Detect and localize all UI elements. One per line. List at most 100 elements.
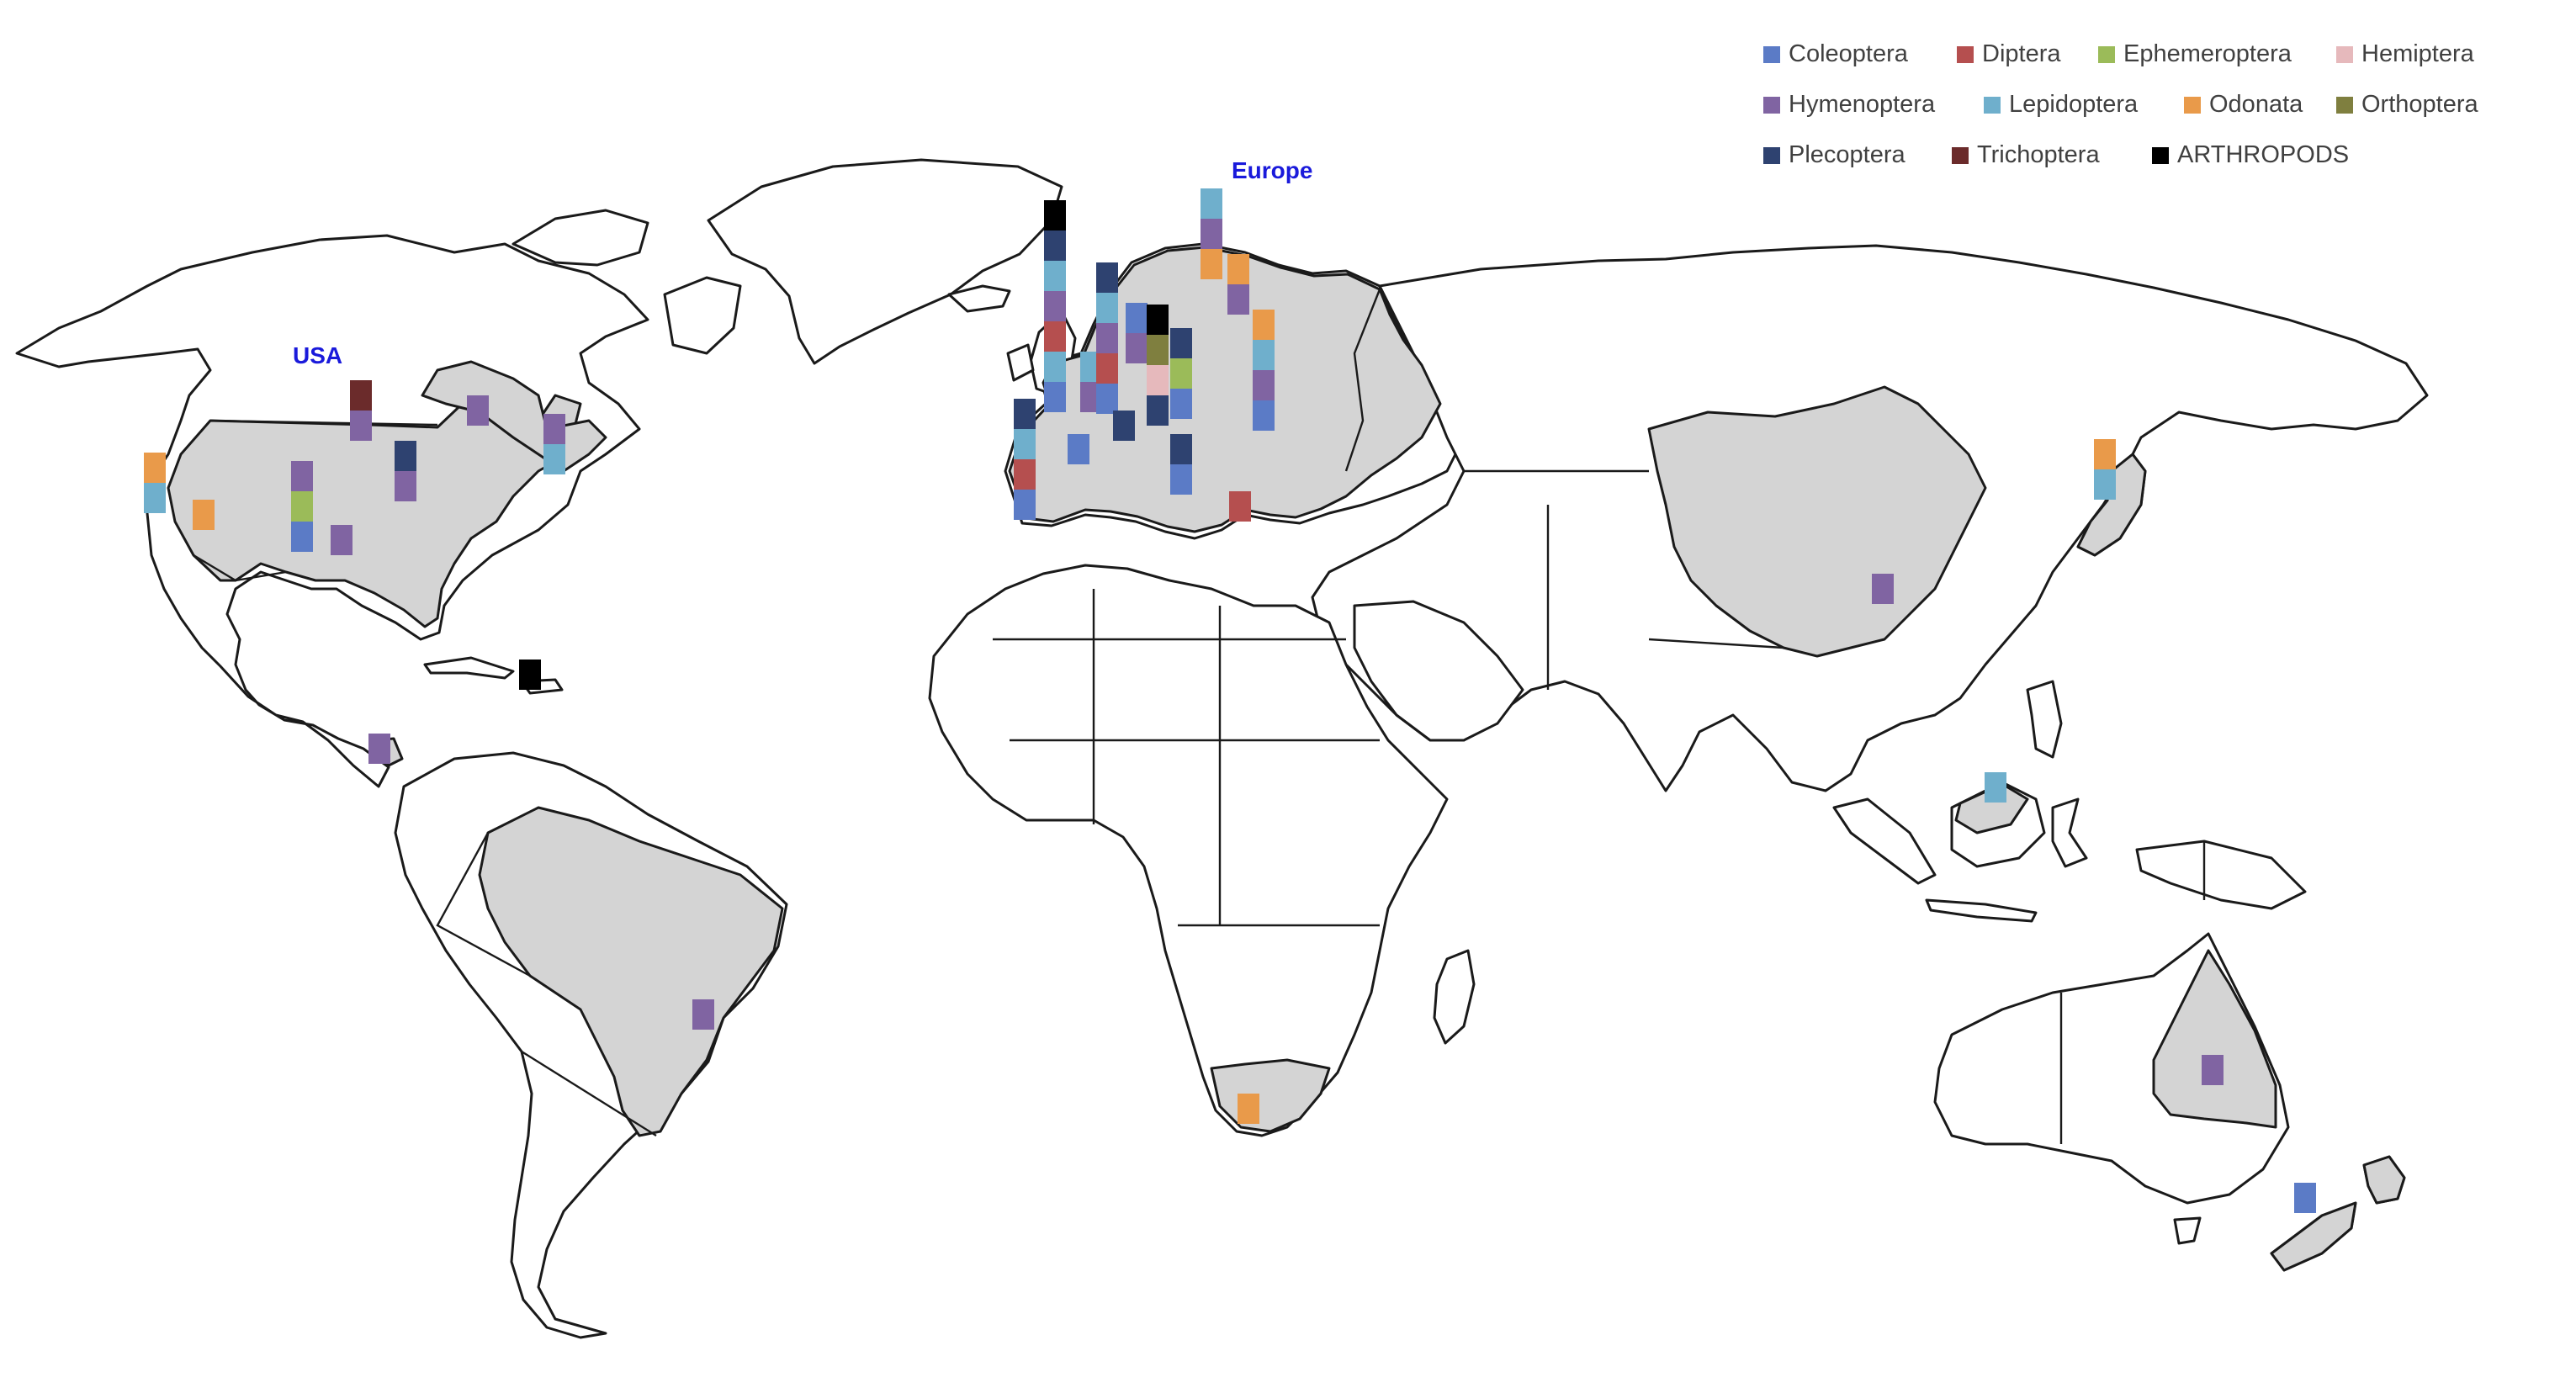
south-america-border-1 — [436, 832, 531, 977]
usa-label: USA — [293, 342, 342, 368]
asia-border-3 — [1648, 638, 1784, 649]
bar-segment-odonata — [2094, 439, 2116, 469]
bar-segment-plecoptera — [395, 441, 416, 471]
europe-russia-border — [1344, 289, 1381, 472]
australia-queensland-region — [2152, 949, 2277, 1129]
bar-caribbean — [519, 660, 541, 690]
south-america-border-2 — [521, 1050, 657, 1137]
bar-segment-plecoptera — [1170, 434, 1192, 464]
legend-item-coleoptera: Coleoptera — [1763, 40, 1908, 68]
bar-segment-coleoptera — [1253, 400, 1275, 431]
bar-segment-odonata — [1201, 249, 1222, 279]
bar-france-south — [1068, 434, 1089, 464]
bar-segment-hymenoptera — [692, 999, 714, 1030]
legend-swatch — [2152, 146, 2169, 164]
legend-swatch — [1763, 146, 1780, 164]
sulawesi-shape — [2051, 797, 2088, 868]
bar-segment-plecoptera — [1044, 230, 1066, 261]
bar-segment-plecoptera — [1113, 411, 1135, 441]
new-zealand-region — [2270, 1201, 2357, 1272]
bar-scandinavia — [1170, 328, 1192, 419]
bar-segment-coleoptera — [291, 522, 313, 552]
legend-label: Lepidoptera — [2009, 91, 2139, 118]
bar-borneo — [1985, 772, 2006, 803]
legend-label: Coleoptera — [1789, 40, 1908, 67]
bar-segment-ephemeroptera — [291, 491, 313, 522]
bar-australia — [2202, 1055, 2224, 1085]
usa-mexico-border — [193, 554, 287, 582]
legend-swatch — [2336, 96, 2353, 114]
bar-segment-lepidoptera — [144, 483, 166, 513]
sumatra-shape — [1832, 797, 1937, 885]
bar-segment-arthropods — [519, 660, 541, 690]
cuba-shape — [423, 656, 515, 680]
japan-region — [2076, 453, 2147, 557]
legend-item-odonata: Odonata — [2184, 91, 2303, 119]
bar-usa-plains — [331, 525, 352, 555]
legend-swatch — [2336, 45, 2353, 63]
bar-segment-plecoptera — [1170, 328, 1192, 358]
bar-new-zealand — [2294, 1183, 2316, 1213]
bar-segment-lepidoptera — [1985, 772, 2006, 803]
bar-segment-lepidoptera — [1044, 352, 1066, 382]
bar-canada-quebec — [467, 395, 489, 426]
country-borders — [193, 289, 2206, 1144]
usa-canada-border — [209, 419, 438, 426]
bar-usa-west — [144, 453, 166, 513]
bar-canada-maritimes — [543, 414, 565, 474]
bar-segment-lepidoptera — [1014, 429, 1036, 459]
legend-swatch — [1763, 96, 1780, 114]
brazil-region — [478, 806, 784, 1137]
bar-segment-hymenoptera — [1201, 219, 1222, 249]
legend-swatch — [2184, 96, 2201, 114]
legend-item-arthropods: ARTHROPODS — [2152, 141, 2349, 169]
europe-label: Europe — [1232, 157, 1312, 183]
bar-segment-ephemeroptera — [1170, 358, 1192, 389]
bar-segment-lepidoptera — [543, 444, 565, 474]
legend-label: Trichoptera — [1977, 141, 2100, 168]
legend-item-trichoptera: Trichoptera — [1952, 141, 2100, 169]
bar-japan — [2094, 439, 2116, 500]
bar-segment-hymenoptera — [467, 395, 489, 426]
bar-segment-plecoptera — [1147, 395, 1169, 426]
bar-segment-hymenoptera — [350, 411, 372, 441]
arabia-shape — [1353, 600, 1524, 742]
legend-swatch — [1952, 146, 1969, 164]
philippines-shape — [2026, 680, 2063, 759]
legend-swatch — [2098, 45, 2115, 63]
bar-segment-hymenoptera — [543, 414, 565, 444]
java-shape — [1925, 898, 2038, 923]
bar-segment-lepidoptera — [1253, 340, 1275, 370]
legend-label: Diptera — [1982, 40, 2061, 67]
bar-denmark — [1126, 303, 1148, 363]
bar-usa-north — [350, 380, 372, 441]
bar-segment-odonata — [1227, 254, 1249, 284]
bar-segment-coleoptera — [1014, 490, 1036, 520]
legend-item-ephemeroptera: Ephemeroptera — [2098, 40, 2292, 68]
greenland-shape — [707, 158, 1063, 365]
bar-greece — [1229, 491, 1251, 522]
bar-costa-rica — [368, 734, 390, 764]
bar-segment-hymenoptera — [1872, 574, 1894, 604]
bar-segment-odonata — [144, 453, 166, 483]
legend-item-hemiptera: Hemiptera — [2336, 40, 2474, 68]
bar-alps — [1113, 411, 1135, 441]
bar-usa-rockies — [291, 461, 313, 552]
region-labels: USA Europe — [293, 157, 1312, 368]
bar-segment-hymenoptera — [1253, 370, 1275, 400]
legend-label: Odonata — [2209, 91, 2303, 118]
legend-item-plecoptera: Plecoptera — [1763, 141, 1905, 169]
madagascar-shape — [1433, 949, 1476, 1045]
legend-label: Hymenoptera — [1789, 91, 1936, 118]
bar-russia-west — [1253, 310, 1275, 431]
legend-item-lepidoptera: Lepidoptera — [1984, 91, 2138, 119]
bar-usa-greatlakes — [395, 441, 416, 501]
bar-segment-diptera — [1229, 491, 1251, 522]
bar-segment-coleoptera — [1096, 384, 1118, 414]
bar-segment-hymenoptera — [1126, 333, 1148, 363]
baffin-shape — [663, 276, 742, 355]
bar-segment-trichoptera — [350, 380, 372, 411]
bar-china — [1872, 574, 1894, 604]
arctic-island-shape — [511, 209, 649, 267]
